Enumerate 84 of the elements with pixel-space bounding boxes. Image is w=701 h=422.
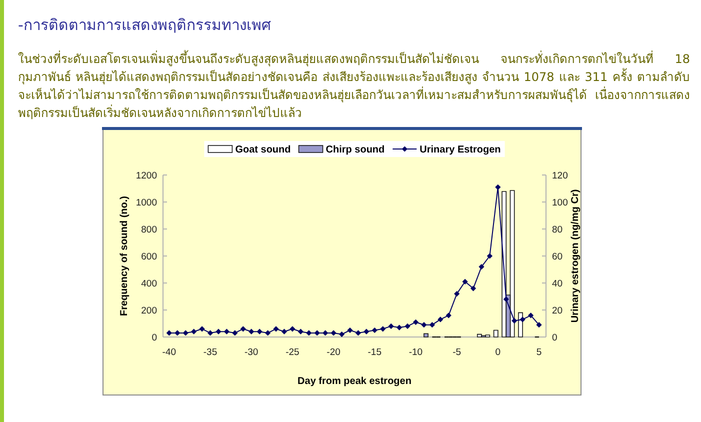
point [396, 324, 402, 330]
x-tick-label: -30 [244, 347, 258, 358]
x-axis-title: Day from peak estrogen [298, 376, 412, 387]
point [438, 316, 444, 322]
point [290, 326, 296, 332]
point [495, 184, 501, 190]
point [216, 328, 222, 334]
x-tick-label: -5 [452, 347, 462, 358]
legend-label: Goat sound [235, 144, 291, 156]
point [191, 328, 197, 334]
point [166, 330, 172, 336]
legend-label: Chirp sound [326, 144, 385, 156]
y-tick-label: 600 [141, 251, 157, 262]
y2-axis-title: Urinary estrogen (ng/mg Cr) [570, 189, 581, 323]
point [388, 323, 394, 329]
x-tick-label: -40 [162, 347, 176, 358]
point [182, 330, 188, 336]
chart-title: -การติดตามการแสดงพฤติกรรมทางเพศ [18, 15, 272, 35]
y-tick-label: 1200 [136, 170, 157, 182]
point [528, 312, 534, 318]
point [248, 328, 254, 334]
x-tick-label: -25 [286, 347, 300, 358]
point [520, 316, 526, 322]
y-tick-label: 1000 [136, 197, 157, 208]
point [404, 323, 410, 329]
point [338, 332, 345, 338]
point [536, 322, 542, 328]
point [232, 330, 238, 336]
point [256, 328, 262, 334]
y-tick-label: 0 [152, 332, 157, 344]
chart-subtitle: ในช่วงที่ระดับเอสโตรเจนเพิ่มสูงขึ้นจนถึงระดับสูงสุดหลินฮุ่ยแสดงพฤติกรรมเป็นสัดไม่ชัดเจน จนกระทั่งเกิดการตกไข่ในวันที่ 18 กุมภาพันธ์ หลินฮุ่ยได้แสดงพฤติกรรมเป็นสัดอย่างชัดเจนคือ ส่งเสียงร้องแพะและร้องเสียงสูง จำนวน 1078 และ 311 ครั้ง ตามลำดับ จะเห็นได้ว่าไม่สามารถใช้การติดตามพฤติกรรมเป็นสัดของหลินฮุ่ยเลือกวันเวลาที่เหมาะสมสำหรับการผสมพันธุ์ได้ เนื่องจากการแสดงพฤติกรรมเป็นสัดเริ่มชัดเจนหลังจากเกิดการตกไข่ไปแล้ว [18, 50, 690, 122]
point [240, 326, 246, 332]
point [512, 318, 518, 324]
point [446, 312, 452, 318]
y-tick-label: 800 [141, 224, 157, 236]
point [207, 330, 214, 336]
point [470, 286, 476, 292]
x-tick-label: -10 [408, 347, 423, 358]
bar [485, 334, 490, 338]
y2-tick-label: 100 [552, 197, 568, 208]
point [273, 326, 279, 332]
point [486, 253, 492, 259]
y2-tick-label: 20 [552, 305, 563, 316]
point [355, 330, 361, 336]
point [364, 328, 370, 334]
x-tick-label: -20 [326, 347, 340, 358]
y-tick-label: 200 [141, 305, 157, 316]
point [174, 330, 180, 336]
y2-tick-label: 40 [552, 278, 563, 290]
bar [476, 334, 482, 338]
y2-tick-label: 0 [552, 332, 558, 344]
x-tick-label: 5 [536, 347, 542, 358]
point [281, 328, 288, 334]
bar [510, 190, 515, 338]
y2-tick-label: 120 [552, 170, 568, 182]
point [462, 278, 468, 284]
point [224, 328, 230, 334]
point [421, 322, 427, 328]
point [199, 326, 205, 332]
point [264, 330, 271, 336]
point [306, 330, 312, 336]
point [412, 319, 419, 325]
bar [424, 333, 428, 338]
y2-tick-label: 80 [552, 224, 563, 236]
point [314, 330, 320, 336]
bar [518, 312, 523, 338]
y-axis-title: Frequency of sound (no.) [119, 196, 130, 316]
y-tick-label: 400 [141, 278, 157, 290]
point [478, 264, 484, 270]
x-tick-label: -15 [368, 347, 382, 358]
point [298, 328, 304, 334]
point [322, 330, 328, 336]
point [347, 327, 353, 334]
bar [493, 330, 498, 338]
point [330, 330, 336, 336]
y2-tick-label: 60 [552, 251, 563, 262]
point [372, 327, 378, 334]
x-tick-label: -35 [203, 347, 218, 358]
point [503, 296, 509, 302]
point [429, 322, 435, 328]
x-tick-label: 0 [495, 347, 501, 358]
point [454, 291, 460, 297]
point [380, 326, 386, 332]
legend-label: Urinary Estrogen [420, 144, 501, 156]
